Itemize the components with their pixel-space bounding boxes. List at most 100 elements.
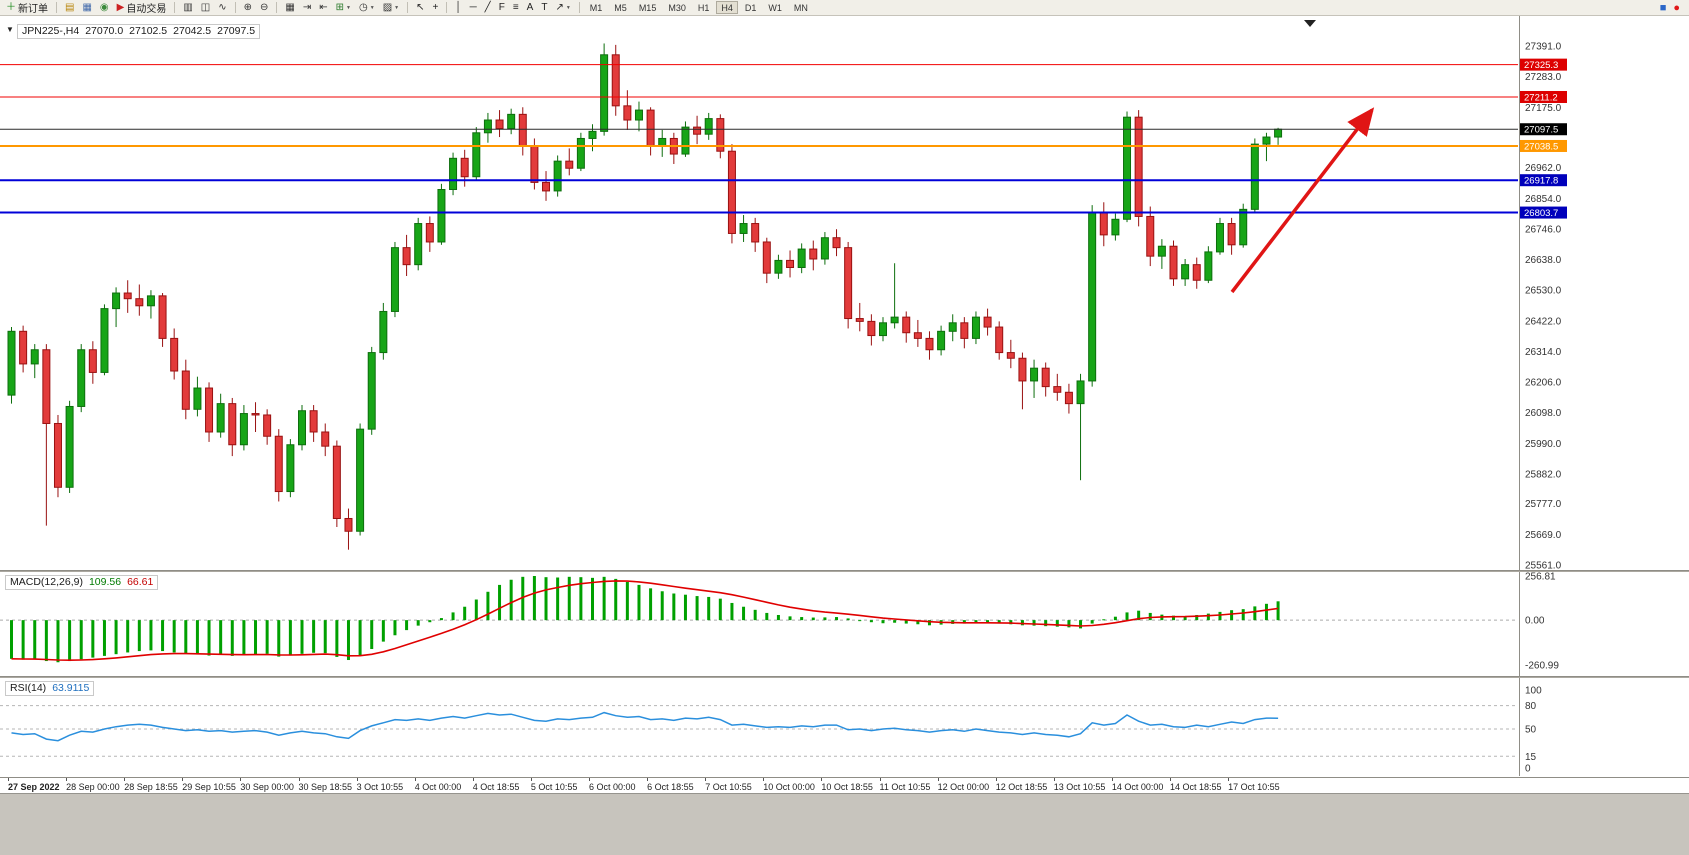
vertical-line-button[interactable]: │ — [452, 1, 464, 15]
time-tick — [937, 778, 939, 781]
macd-label: MACD(12,26,9) 109.56 66.61 — [5, 575, 159, 590]
macd-panel[interactable]: 256.81 0.00 -260.99 — [0, 572, 1689, 676]
arrows-tool-icon: ↗ — [555, 1, 564, 13]
shapes-button[interactable]: ≡ — [510, 1, 522, 15]
svg-text:27325.3: 27325.3 — [1524, 60, 1558, 71]
time-label: 4 Oct 18:55 — [472, 782, 520, 792]
svg-text:26803.7: 26803.7 — [1524, 208, 1558, 219]
text-button[interactable]: A — [524, 1, 537, 15]
time-tick — [589, 778, 590, 781]
trendline-button[interactable]: ╱ — [482, 1, 494, 15]
timeframe-m30-button[interactable]: M30 — [668, 3, 686, 13]
symbol-label: JPN225-,H4 — [22, 25, 80, 37]
zoom-out-button[interactable]: ⊖ — [257, 1, 271, 15]
charts-button[interactable]: ▤ — [62, 1, 77, 15]
trend-arrow[interactable] — [1230, 107, 1375, 294]
timeframe-mn-button[interactable]: MN — [793, 3, 808, 13]
time-tick — [1111, 778, 1113, 781]
new-order-icon: ＋ — [6, 1, 16, 13]
time-label: 14 Oct 18:55 — [1170, 782, 1222, 792]
cursor-button[interactable]: ↖ — [413, 1, 427, 15]
time-tick — [356, 778, 358, 781]
macd-scale[interactable]: 256.81 0.00 -260.99 — [1525, 572, 1559, 672]
panel-separator[interactable] — [0, 570, 1689, 572]
time-label: 10 Oct 18:55 — [821, 782, 873, 792]
crosshair-button[interactable]: + — [429, 1, 441, 15]
time-tick — [8, 778, 9, 781]
timeframe-d1-button[interactable]: D1 — [744, 3, 757, 13]
rsi-scale[interactable]: 100 80 50 150 — [1525, 686, 1542, 775]
time-tick — [705, 778, 707, 781]
time-label: 6 Oct 00:00 — [589, 782, 636, 792]
timeframe-m5-button[interactable]: M5 — [614, 3, 627, 13]
svg-text:26638.0: 26638.0 — [1525, 255, 1562, 266]
horizontal-line-icon: ─ — [469, 1, 477, 13]
data-window-icon: ◉ — [99, 1, 109, 13]
time-axis[interactable]: 27 Sep 2022 28 Sep 00:00 28 Sep 18:55 29 Se… — [0, 777, 1689, 793]
timeframe-h1-button[interactable]: H1 — [697, 3, 710, 13]
chart-shift-marker[interactable] — [1304, 20, 1316, 27]
toolbar: ＋新订单 ▤ ▦ ◉ ▶ 自动交易 ▥ ◫ ∿ ⊕ ⊖ ▦ ⇥ ⇤ ⊞ ▼ ◷ ▼ ▨ ▼ ↖ + │ ─ ╱ F ≡ A T ↗ ▼ M1 M… — [0, 0, 1689, 16]
community-icon[interactable]: ■ — [1659, 1, 1667, 14]
timeframe-m15-button[interactable]: M15 — [638, 3, 657, 13]
time-tick — [66, 778, 68, 781]
svg-text:26962.0: 26962.0 — [1525, 163, 1562, 174]
macd-histogram — [10, 576, 1280, 663]
svg-text:0: 0 — [1525, 764, 1531, 775]
tile-windows-icon: ▦ — [285, 1, 295, 13]
line-chart-button[interactable]: ∿ — [215, 1, 229, 15]
line-chart-icon: ∿ — [218, 1, 227, 13]
autotrading-button[interactable]: ▶ 自动交易 — [114, 1, 170, 16]
autotrading-icon: ▶ — [116, 1, 125, 13]
templates-button[interactable]: ▨ ▼ — [380, 1, 402, 15]
fibonacci-button[interactable]: F — [496, 1, 508, 15]
candlestick-chart-button[interactable]: ◫ — [198, 1, 213, 15]
bar-chart-button[interactable]: ▥ — [180, 1, 195, 15]
time-tick — [414, 778, 416, 781]
shapes-icon: ≡ — [512, 1, 519, 13]
price-scale[interactable]: 27391.0 27283.0 27175.0 26962.0 26854.0 26746… — [1525, 42, 1562, 571]
arrows-tool-button[interactable]: ↗ ▼ — [552, 1, 573, 15]
auto-scroll-button[interactable]: ⇥ — [300, 1, 314, 15]
one-click-trading-toggle[interactable]: ▼ — [6, 25, 14, 34]
timeframe-w1-button[interactable]: W1 — [768, 3, 782, 13]
time-label: 7 Oct 10:55 — [705, 782, 752, 792]
time-label: 28 Sep 00:00 — [66, 782, 120, 792]
indicators-button[interactable]: ⊞ ▼ — [333, 1, 354, 15]
svg-text:27283.0: 27283.0 — [1525, 72, 1562, 83]
price-tag-27038.5: 27038.5 — [1520, 139, 1567, 152]
zoom-in-button[interactable]: ⊕ — [241, 1, 255, 15]
bar-chart-icon: ▥ — [183, 1, 193, 13]
rsi-panel[interactable]: 100 80 50 150 — [0, 678, 1689, 776]
price-chart[interactable]: 27391.0 27283.0 27175.0 26962.0 26854.0 26746… — [0, 16, 1689, 570]
time-tick — [1170, 778, 1171, 781]
price-tag-26803.7: 26803.7 — [1520, 206, 1567, 219]
new-order-button[interactable]: ＋新订单 — [3, 1, 51, 16]
zoom-in-icon: ⊕ — [243, 1, 253, 13]
notifications-icon[interactable]: ● — [1673, 1, 1680, 14]
svg-text:80: 80 — [1525, 701, 1537, 712]
open-value: 27070.0 — [85, 25, 124, 37]
time-tick — [995, 778, 997, 781]
auto-scroll-icon: ⇥ — [302, 1, 312, 13]
periods-button[interactable]: ◷ ▼ — [356, 1, 378, 15]
toolbar-separator — [578, 2, 580, 13]
chevron-down-icon: ▼ — [369, 4, 375, 11]
chart-shift-icon: ⇤ — [319, 1, 328, 13]
timeframe-m1-button[interactable]: M1 — [589, 3, 603, 13]
horizontal-line-button[interactable]: ─ — [467, 1, 480, 15]
timeframe-h4-button[interactable]: H4 — [716, 1, 738, 14]
chart-shift-button[interactable]: ⇤ — [316, 1, 330, 15]
svg-text:27391.0: 27391.0 — [1525, 42, 1562, 53]
text-label-button[interactable]: T — [538, 1, 550, 15]
time-label: 30 Sep 18:55 — [298, 782, 353, 792]
data-window-button[interactable]: ◉ — [97, 1, 112, 15]
profiles-button[interactable]: ▦ — [79, 1, 94, 15]
time-tick — [763, 778, 765, 781]
tile-windows-button[interactable]: ▦ — [282, 1, 297, 15]
high-value: 27102.5 — [129, 25, 168, 37]
candles-layer — [7, 43, 1283, 550]
templates-icon: ▨ — [382, 1, 393, 13]
toolbar-separator — [56, 2, 57, 13]
panel-separator[interactable] — [0, 676, 1689, 678]
